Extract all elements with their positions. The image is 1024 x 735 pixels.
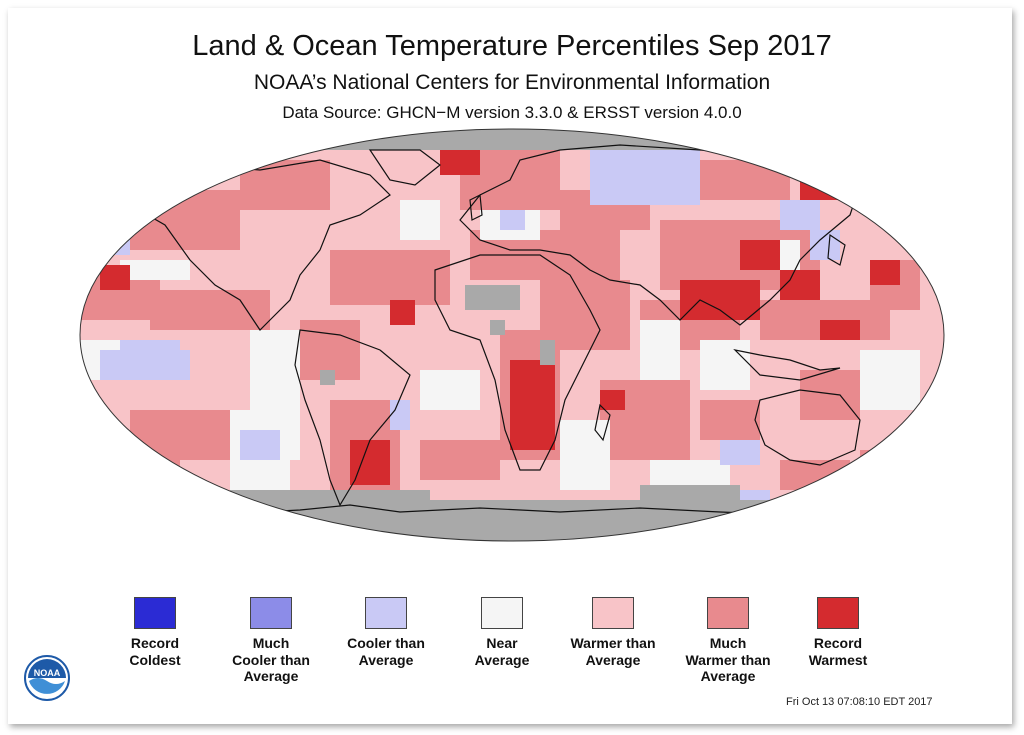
south-america-coast bbox=[294, 329, 411, 507]
legend-swatch bbox=[250, 597, 292, 629]
region bbox=[120, 340, 180, 355]
region bbox=[490, 320, 505, 335]
region bbox=[230, 490, 430, 505]
new-zealand-coast bbox=[877, 453, 901, 487]
region bbox=[700, 340, 750, 390]
legend-label: Warmer than Average bbox=[570, 635, 656, 668]
eurasia-coast bbox=[459, 144, 861, 326]
region bbox=[700, 160, 790, 200]
arctic-no-data bbox=[80, 129, 944, 150]
region bbox=[640, 485, 740, 505]
region bbox=[330, 250, 450, 305]
region bbox=[540, 340, 555, 365]
region bbox=[90, 230, 130, 255]
region bbox=[390, 400, 410, 430]
data-source: Data Source: GHCN−M version 3.3.0 & ERSS… bbox=[282, 103, 742, 122]
region bbox=[130, 190, 240, 250]
legend-swatch bbox=[707, 597, 749, 629]
region bbox=[420, 370, 480, 410]
legend-much-cooler: Much Cooler than Average bbox=[213, 597, 329, 685]
region bbox=[800, 170, 840, 200]
region bbox=[240, 160, 330, 210]
japan-coast bbox=[827, 233, 846, 266]
legend-label: Cooler than Average bbox=[347, 635, 425, 668]
legend-near-average: Near Average bbox=[444, 597, 560, 668]
region bbox=[350, 440, 390, 485]
legend-record-warmest: Record Warmest bbox=[780, 597, 896, 668]
map-title: Land & Ocean Temperature Percentiles Sep… bbox=[192, 30, 832, 62]
timestamp: Fri Oct 13 07:08:10 EDT 2017 bbox=[786, 696, 933, 708]
legend-label: Much Warmer than Average bbox=[685, 635, 771, 684]
region bbox=[560, 420, 610, 490]
region bbox=[800, 370, 860, 420]
region bbox=[860, 450, 920, 490]
legend-much-warmer: Much Warmer than Average bbox=[670, 597, 786, 685]
region bbox=[150, 290, 270, 330]
region bbox=[780, 270, 820, 300]
legend-cooler: Cooler than Average bbox=[328, 597, 444, 668]
uk-coast bbox=[469, 194, 483, 221]
indonesia-coast bbox=[733, 349, 841, 381]
map-boundary bbox=[79, 128, 945, 542]
region bbox=[80, 460, 180, 500]
region bbox=[440, 150, 480, 175]
region bbox=[120, 260, 190, 280]
legend-swatch bbox=[134, 597, 176, 629]
legend-swatch bbox=[481, 597, 523, 629]
north-america-coast bbox=[119, 159, 391, 331]
legend-swatch bbox=[817, 597, 859, 629]
region bbox=[740, 240, 780, 270]
region bbox=[700, 400, 760, 440]
region bbox=[510, 360, 555, 450]
logo-wave bbox=[29, 678, 65, 694]
noaa-logo-icon: NOAA bbox=[24, 655, 70, 701]
legend-warmer: Warmer than Average bbox=[555, 597, 671, 668]
region bbox=[465, 285, 520, 310]
legend-swatch bbox=[365, 597, 407, 629]
madagascar-coast bbox=[594, 403, 611, 442]
region bbox=[390, 300, 415, 325]
logo-sky bbox=[28, 659, 66, 678]
region bbox=[130, 410, 230, 460]
legend-record-coldest: Record Coldest bbox=[97, 597, 213, 668]
africa-coast bbox=[434, 254, 601, 471]
percentile-grid bbox=[80, 129, 944, 541]
region bbox=[80, 470, 140, 495]
map-subtitle: NOAA’s National Centers for Environmenta… bbox=[253, 71, 771, 94]
legend-swatch bbox=[592, 597, 634, 629]
region bbox=[400, 200, 440, 240]
region bbox=[500, 210, 525, 230]
greenland-coast bbox=[368, 149, 441, 186]
australia-coast bbox=[754, 389, 861, 466]
region bbox=[820, 320, 860, 340]
legend-label: Record Coldest bbox=[129, 635, 181, 668]
region bbox=[780, 200, 820, 230]
legend-label: Record Warmest bbox=[808, 635, 868, 668]
region bbox=[680, 280, 760, 320]
region bbox=[320, 370, 335, 385]
region bbox=[600, 390, 625, 410]
legend-label: Near Average bbox=[474, 635, 530, 668]
region bbox=[240, 430, 280, 460]
region bbox=[870, 260, 900, 285]
region bbox=[420, 440, 500, 480]
region bbox=[860, 350, 920, 410]
region bbox=[720, 440, 760, 465]
legend-label: Much Cooler than Average bbox=[232, 635, 310, 684]
region bbox=[640, 320, 680, 380]
region bbox=[100, 265, 130, 290]
logo-text: NOAA bbox=[34, 668, 61, 678]
